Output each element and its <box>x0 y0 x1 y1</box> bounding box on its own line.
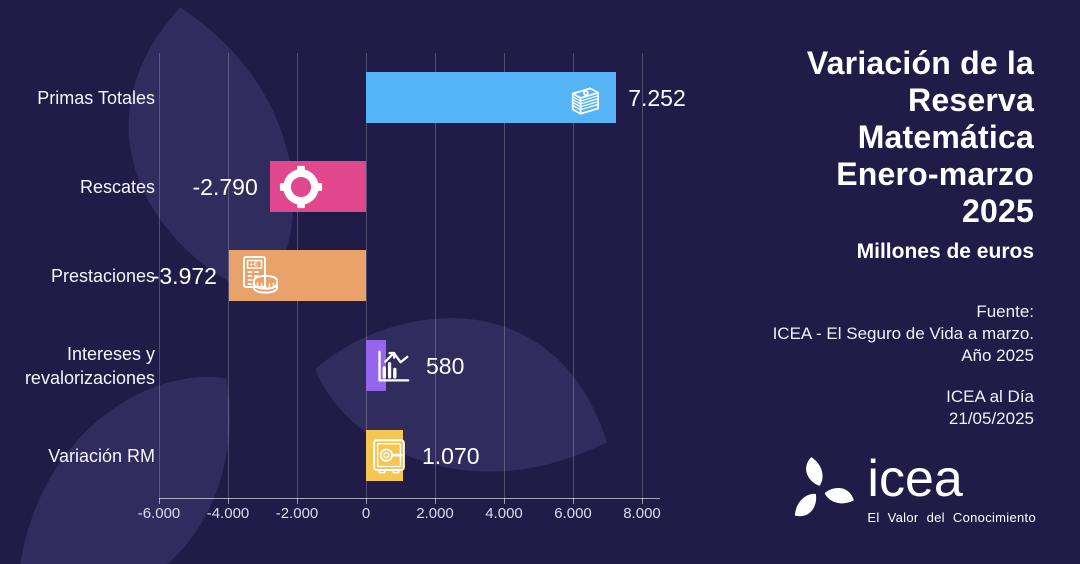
banknotes-stack-icon <box>564 77 606 119</box>
calculator-coins-icon: +€ <box>237 252 285 300</box>
x-axis-tick <box>642 498 643 504</box>
x-tick-label: 8.000 <box>623 505 661 522</box>
source-text: Fuente: ICEA - El Seguro de Vida a marzo… <box>772 302 1034 365</box>
x-axis-line <box>159 498 660 499</box>
x-axis-tick <box>297 498 298 504</box>
gridline <box>366 53 367 498</box>
icea-pinwheel-icon <box>784 452 858 522</box>
bar-value-label: -3.972 <box>151 262 217 289</box>
bar-value-label: 1.070 <box>422 442 480 469</box>
x-axis-tick <box>366 498 367 504</box>
logo-text-block: icea El Valor del Conocimiento <box>867 450 1036 526</box>
logo-tagline: El Valor del Conocimiento <box>867 510 1036 525</box>
category-label: Rescates <box>79 176 155 197</box>
x-tick-label: 0 <box>361 505 371 522</box>
category-label: Prestaciones <box>50 265 155 286</box>
safe-icon <box>368 435 410 477</box>
publication-text: ICEA al Día 21/05/2025 <box>946 387 1034 428</box>
bar-value-label: -2.790 <box>192 173 258 200</box>
x-axis-tick <box>573 498 574 504</box>
x-tick-label: 2.000 <box>416 505 454 522</box>
icea-logo: icea El Valor del Conocimiento <box>783 452 1036 530</box>
gridline <box>573 53 574 498</box>
logo-wordmark: icea <box>867 450 963 508</box>
category-label: Intereses y revalorizaciones <box>24 343 155 388</box>
x-tick-label: 4.000 <box>485 505 523 522</box>
bar-value-label: 7.252 <box>628 84 686 111</box>
x-axis-tick <box>504 498 505 504</box>
chart-title: Variación de la Reserva Matemática Enero… <box>806 45 1034 229</box>
gridline <box>228 53 229 498</box>
x-tick-label: -2.000 <box>275 505 319 522</box>
gridline <box>642 53 643 498</box>
bar-value-label: 580 <box>426 352 465 379</box>
x-tick-label: 6.000 <box>554 505 592 522</box>
gridline <box>435 53 436 498</box>
category-label: Variación RM <box>48 445 155 466</box>
x-axis-tick <box>435 498 436 504</box>
units-label: Millones de euros <box>856 240 1034 263</box>
x-axis-tick <box>228 498 229 504</box>
svg-text:+€: +€ <box>249 259 258 268</box>
lifebuoy-icon <box>278 164 324 210</box>
growth-chart-icon <box>368 343 414 389</box>
gridline <box>159 53 160 498</box>
gridline <box>504 53 505 498</box>
x-axis-tick <box>159 498 160 504</box>
bar-intereses-y-revalorizaciones <box>366 340 386 391</box>
x-tick-label: -6.000 <box>137 505 181 522</box>
x-tick-label: -4.000 <box>206 505 250 522</box>
category-label: Primas Totales <box>37 87 155 108</box>
